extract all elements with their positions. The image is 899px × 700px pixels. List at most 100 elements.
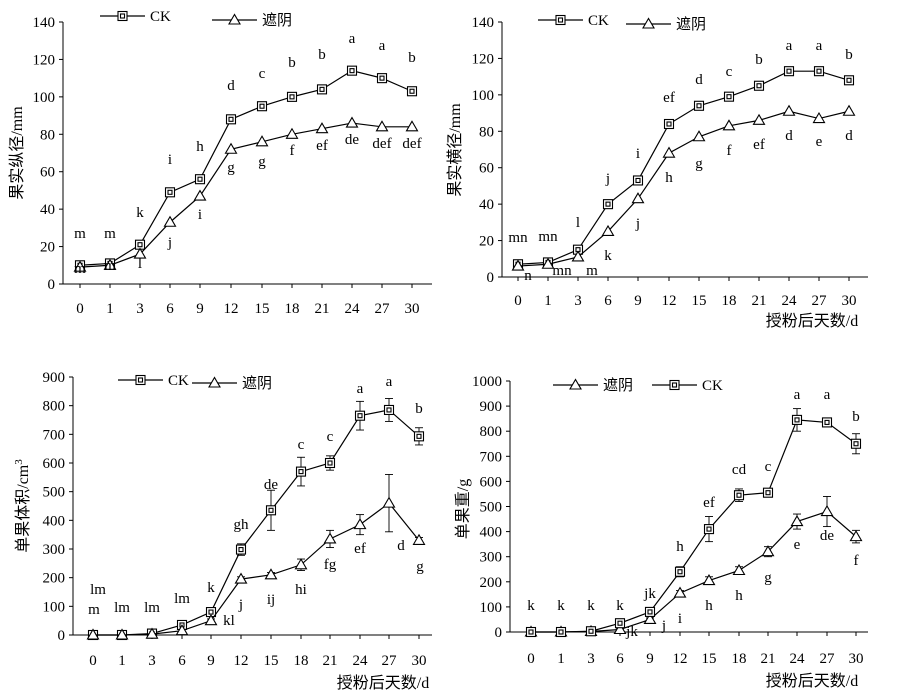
y-tick-label: 20 xyxy=(479,234,494,250)
x-tick-label: 18 xyxy=(294,653,309,669)
significance-letter: h xyxy=(735,588,743,604)
significance-letter: de xyxy=(820,528,835,544)
significance-letter: gh xyxy=(234,517,250,533)
x-tick-label: 30 xyxy=(842,293,857,309)
significance-letter: h xyxy=(196,139,204,155)
significance-letter: f xyxy=(854,553,859,569)
significance-letter: kl xyxy=(223,613,235,629)
data-point-inner xyxy=(816,68,822,74)
y-tick-label: 20 xyxy=(40,240,55,256)
x-tick-label: 24 xyxy=(345,301,361,317)
significance-letter: i xyxy=(168,152,172,168)
x-tick-label: 21 xyxy=(323,653,338,669)
data-point-inner xyxy=(853,441,859,447)
legend-item-0: CK xyxy=(100,9,171,25)
significance-letter: a xyxy=(349,31,356,47)
significance-letter: g xyxy=(416,559,424,575)
y-tick-label: 300 xyxy=(480,550,503,566)
y-tick-label: 80 xyxy=(40,127,55,143)
significance-letter: ij xyxy=(267,592,275,608)
x-tick-label: 24 xyxy=(790,651,806,667)
data-point xyxy=(571,250,585,262)
data-point xyxy=(353,518,367,530)
significance-letter: def xyxy=(402,136,421,152)
legend-label: CK xyxy=(702,378,723,394)
x-tick-label: 30 xyxy=(412,653,427,669)
data-point-inner xyxy=(349,68,355,74)
x-tick-label: 27 xyxy=(382,653,398,669)
significance-letter: g xyxy=(227,160,235,176)
y-tick-label: 500 xyxy=(43,485,66,501)
data-point-inner xyxy=(617,620,623,626)
series-line xyxy=(517,110,850,267)
data-point-inner xyxy=(736,492,742,498)
data-point xyxy=(145,627,159,639)
significance-letter: ef xyxy=(316,138,328,154)
significance-letter: jk xyxy=(643,586,656,602)
data-point-inner xyxy=(298,469,304,475)
significance-letter: b xyxy=(852,409,860,425)
y-tick-label: 900 xyxy=(43,370,66,386)
data-point-inner xyxy=(197,176,203,182)
legend-label: CK xyxy=(168,373,189,389)
y-tick-label: 500 xyxy=(480,500,503,516)
significance-letter: b xyxy=(845,47,853,63)
data-point-inner xyxy=(208,609,214,615)
x-tick-label: 12 xyxy=(224,301,239,317)
significance-letter: d xyxy=(227,78,235,94)
data-point xyxy=(849,530,863,542)
y-axis-label: 果实纵径/mm xyxy=(8,106,26,200)
y-axis-label: 单果重/g xyxy=(454,479,472,539)
significance-letter: a xyxy=(824,387,831,403)
significance-letter: j xyxy=(661,618,666,634)
data-point xyxy=(541,257,555,269)
data-point-inner xyxy=(319,86,325,92)
x-tick-label: 12 xyxy=(662,293,677,309)
y-tick-label: 0 xyxy=(487,270,495,286)
data-point-inner xyxy=(409,88,415,94)
y-axis-label: 单果体积/cm3 xyxy=(13,459,32,553)
significance-letter: k xyxy=(207,580,215,596)
y-tick-label: 0 xyxy=(48,277,56,293)
data-point xyxy=(323,532,337,544)
data-point-inner xyxy=(765,490,771,496)
data-point xyxy=(613,622,627,635)
x-tick-label: 18 xyxy=(285,301,300,317)
y-tick-label: 600 xyxy=(43,456,66,472)
significance-letter: c xyxy=(726,64,733,80)
significance-letter: ef xyxy=(354,541,366,557)
x-tick-label: 30 xyxy=(849,651,864,667)
x-tick-label: 12 xyxy=(234,653,249,669)
series-line xyxy=(79,122,412,268)
data-point xyxy=(115,628,129,640)
y-tick-label: 60 xyxy=(40,165,55,181)
significance-letter: lm xyxy=(114,600,130,616)
data-point xyxy=(511,259,525,271)
significance-letter: c xyxy=(298,437,305,453)
data-point-inner xyxy=(379,75,385,81)
data-point xyxy=(790,514,804,527)
x-tick-label: 12 xyxy=(673,651,688,667)
data-point-inner xyxy=(558,629,564,635)
chart-3: 0 100 200 300 400 500 600 700 800 900 1000 0 1 3 6 9 12 1… xyxy=(454,374,868,690)
significance-letter: k xyxy=(616,598,624,614)
series-1: m klj ij hi fg ef dg xyxy=(86,474,426,640)
series-line xyxy=(531,419,857,633)
x-tick-label: 18 xyxy=(732,651,747,667)
significance-letter: i xyxy=(636,146,640,162)
significance-letter: n xyxy=(524,268,532,284)
significance-letter: d xyxy=(785,128,793,144)
data-point xyxy=(345,116,359,128)
significance-letter: d xyxy=(845,128,853,144)
significance-letter: m xyxy=(104,258,116,274)
data-point xyxy=(782,104,796,116)
data-point xyxy=(204,614,218,626)
significance-letter: lm xyxy=(90,582,106,598)
data-point xyxy=(820,504,834,517)
significance-letter: k xyxy=(587,598,595,614)
x-tick-label: 1 xyxy=(557,651,565,667)
significance-letter: e xyxy=(794,537,801,553)
x-axis-label: 授粉后天数/d xyxy=(337,674,429,692)
